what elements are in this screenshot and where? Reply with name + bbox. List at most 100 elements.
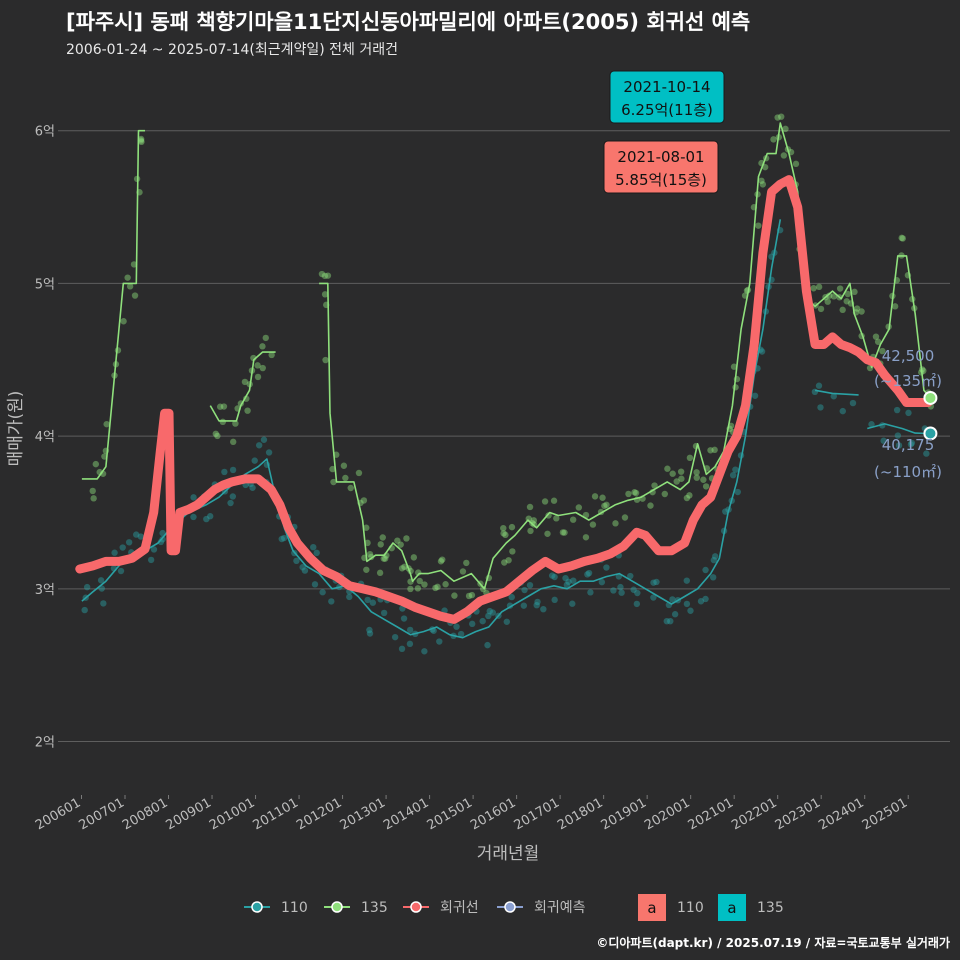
chart-title: [파주시] 동패 책향기마을11단지신동아파밀리에 아파트(2005) 회귀선 … bbox=[66, 10, 751, 34]
transaction-point bbox=[451, 592, 458, 599]
transaction-point bbox=[89, 487, 96, 495]
transaction-point bbox=[486, 607, 493, 615]
transaction-point bbox=[355, 469, 363, 477]
transaction-point bbox=[858, 308, 865, 315]
x-tick-label: 201601 bbox=[468, 795, 518, 833]
transaction-point bbox=[259, 364, 266, 372]
transaction-point bbox=[260, 436, 268, 443]
transaction-point bbox=[364, 596, 371, 604]
transaction-point bbox=[103, 420, 110, 428]
transaction-point bbox=[678, 475, 685, 482]
transaction-point bbox=[693, 474, 700, 481]
transaction-point bbox=[899, 235, 906, 242]
legend-label: 110 bbox=[677, 900, 704, 916]
regression-line bbox=[75, 175, 933, 624]
y-tick-label: 2억 bbox=[35, 736, 55, 751]
transaction-point bbox=[898, 234, 905, 242]
transaction-point bbox=[627, 572, 634, 580]
transaction-point bbox=[758, 177, 765, 184]
transaction-point bbox=[839, 407, 846, 415]
transaction-point bbox=[770, 136, 777, 143]
peak-annotation-date: 2021-08-01 bbox=[617, 148, 704, 166]
transaction-point bbox=[634, 589, 641, 597]
transaction-point bbox=[221, 468, 228, 476]
transaction-point bbox=[702, 566, 709, 574]
transaction-point bbox=[553, 515, 560, 522]
series-line-135 bbox=[209, 351, 276, 422]
transaction-point bbox=[502, 531, 509, 539]
transaction-point bbox=[565, 578, 572, 585]
x-tick-label: 202201 bbox=[729, 795, 779, 833]
legend-key-point bbox=[410, 901, 422, 913]
transaction-point bbox=[824, 298, 831, 305]
transaction-point bbox=[697, 598, 705, 605]
legend-key-box-glyph: a bbox=[647, 899, 656, 917]
peak-annotation-box bbox=[609, 70, 725, 124]
transaction-point bbox=[561, 529, 568, 536]
transaction-point bbox=[671, 611, 679, 618]
transaction-point bbox=[340, 462, 348, 469]
transaction-point bbox=[465, 592, 473, 600]
transaction-point bbox=[591, 493, 599, 500]
transaction-point bbox=[815, 283, 823, 291]
transaction-point bbox=[268, 351, 275, 359]
transaction-point bbox=[880, 437, 887, 444]
transaction-point bbox=[540, 605, 547, 613]
scatter-points bbox=[81, 113, 935, 655]
latest-price-label: 42,500 bbox=[882, 347, 935, 365]
transaction-point bbox=[669, 596, 676, 603]
transaction-point bbox=[551, 573, 558, 581]
transaction-point bbox=[436, 638, 443, 645]
x-tick-label: 200701 bbox=[77, 795, 127, 833]
transaction-point bbox=[894, 432, 902, 439]
x-tick-label: 201301 bbox=[338, 795, 388, 833]
transaction-point bbox=[621, 514, 629, 521]
transaction-point bbox=[381, 555, 389, 562]
transaction-point bbox=[811, 388, 819, 396]
transaction-point bbox=[582, 534, 590, 541]
transaction-point bbox=[551, 596, 558, 604]
x-tick-label: 202401 bbox=[816, 795, 866, 833]
transaction-point bbox=[810, 285, 817, 292]
series-line-110 bbox=[867, 423, 929, 435]
x-tick-label: 201101 bbox=[251, 795, 301, 833]
transaction-point bbox=[530, 517, 538, 524]
transaction-point bbox=[214, 432, 221, 440]
legend-key-point bbox=[504, 901, 516, 913]
transaction-point bbox=[364, 539, 371, 547]
transaction-point bbox=[403, 535, 410, 542]
transaction-point bbox=[92, 460, 100, 468]
transaction-point bbox=[550, 497, 558, 504]
transaction-point bbox=[830, 393, 837, 400]
latest-area-label: (~110㎡) bbox=[874, 463, 942, 481]
transaction-point bbox=[439, 556, 446, 563]
transaction-point bbox=[509, 548, 516, 555]
chart-subtitle: 2006-01-24 ~ 2025-07-14(최근계약일) 전체 거래건 bbox=[66, 42, 398, 58]
latest-price-marker bbox=[923, 390, 938, 405]
transaction-point bbox=[421, 648, 428, 655]
transaction-point bbox=[908, 439, 916, 447]
transaction-point bbox=[398, 565, 406, 572]
transaction-point bbox=[293, 557, 300, 565]
transaction-point bbox=[603, 501, 610, 509]
transaction-point bbox=[220, 403, 228, 410]
x-tick-label: 201401 bbox=[381, 795, 431, 833]
transaction-point bbox=[120, 318, 127, 325]
transaction-point bbox=[843, 298, 850, 305]
transaction-point bbox=[601, 502, 608, 510]
annotation-layer: 2021-10-14 6.25억(11층) 2021-08-01 5.85억(15층)… bbox=[603, 70, 942, 481]
transaction-point bbox=[667, 617, 674, 625]
transaction-point bbox=[673, 478, 680, 485]
transaction-point bbox=[758, 348, 766, 355]
transaction-point bbox=[792, 160, 800, 168]
transaction-point bbox=[759, 181, 767, 188]
transaction-point bbox=[310, 543, 317, 551]
transaction-point bbox=[907, 441, 915, 448]
transaction-point bbox=[469, 620, 476, 628]
transaction-point bbox=[232, 420, 239, 427]
axes: 2억 3억 4억 5억 6억 200601200701200801200901201001… bbox=[6, 125, 910, 864]
legend-label: 135 bbox=[361, 900, 388, 916]
transaction-point bbox=[687, 607, 694, 614]
latest-price-marker bbox=[923, 426, 938, 441]
transaction-point bbox=[585, 569, 593, 577]
